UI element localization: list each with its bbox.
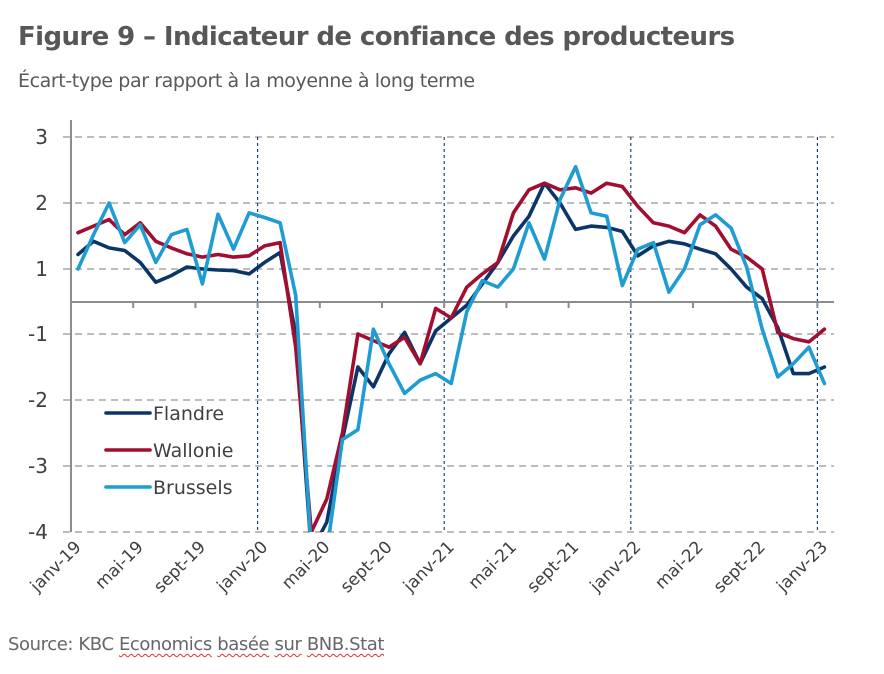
y-tick-label: -4: [28, 520, 48, 544]
source-word: BNB.Stat: [306, 634, 385, 655]
x-tick-label: mai-22: [651, 537, 707, 593]
source-prefix: Source: KBC: [8, 634, 119, 655]
x-tick-label: janv-20: [213, 537, 273, 597]
legend-label: Brussels: [153, 477, 233, 499]
x-tick-label: sept-20: [337, 537, 397, 597]
y-tick-label: 3: [35, 125, 48, 149]
legend-label: Flandre: [153, 403, 224, 425]
x-tick-label: sept-22: [710, 537, 770, 597]
series-lines: [76, 164, 827, 532]
source-word: basée: [217, 634, 270, 655]
source-word: Economics: [118, 634, 212, 655]
source-note: Source: KBC Economics basée sur BNB.Stat: [8, 634, 384, 655]
figure-title: Figure 9 – Indicateur de confiance des p…: [18, 22, 735, 52]
source-word: sur: [274, 634, 302, 655]
y-axis-tick-labels: 3 2 1 -1 -2 -3 -4: [28, 125, 48, 544]
x-tick-label: sept-19: [150, 537, 210, 597]
y-tick-label: -2: [28, 388, 48, 412]
gridlines: [63, 136, 834, 533]
x-tick-label: mai-20: [278, 537, 334, 593]
y-tick-label: -1: [28, 322, 48, 346]
axes: [70, 120, 834, 532]
x-axis-tick-labels: janv-19 mai-19 sept-19 janv-20 mai-20 sept-20…: [26, 537, 832, 597]
x-tick-label: mai-21: [465, 537, 521, 593]
figure-subtitle: Écart-type par rapport à la moyenne à lo…: [18, 70, 475, 92]
x-tick-label: mai-19: [92, 537, 148, 593]
x-tick-label: janv-23: [772, 537, 832, 597]
x-tick-label: sept-21: [523, 537, 583, 597]
y-tick-label: 2: [35, 191, 48, 215]
x-tick-label: janv-22: [586, 537, 646, 597]
x-tick-label: janv-19: [26, 537, 86, 597]
legend-label: Wallonie: [153, 440, 233, 462]
series-line-brussels: [76, 164, 827, 532]
y-tick-label: -3: [28, 454, 48, 478]
y-tick-label: 1: [35, 257, 48, 281]
legend: Flandre Wallonie Brussels: [104, 403, 233, 499]
series-line-wallonie: [76, 181, 827, 532]
x-tick-label: janv-21: [399, 537, 459, 597]
